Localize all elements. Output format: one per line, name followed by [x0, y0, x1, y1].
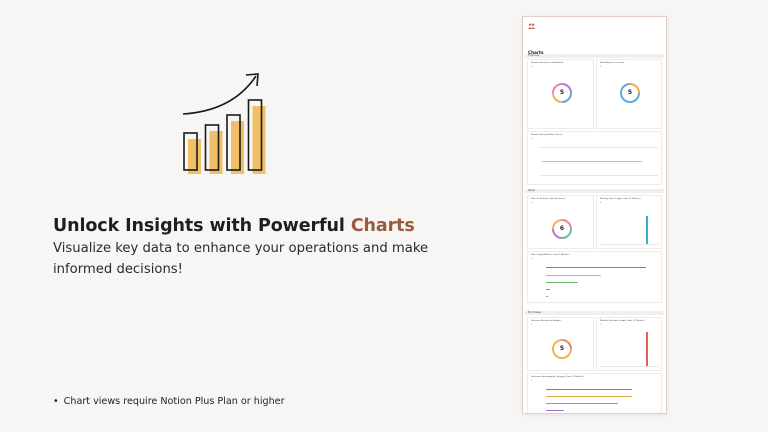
card-count: 5 — [531, 380, 533, 382]
donut-value: 5 — [559, 89, 565, 96]
card-title: Finance Record per Profitability — [531, 62, 564, 64]
footnote-text: Chart views require Notion Plus Plan or … — [63, 396, 285, 407]
section-sales: Sales — [525, 189, 664, 193]
card-purchase-budget[interactable]: Purchase Records by Budget 5 5 — [527, 317, 594, 371]
bar-chart-growth-icon — [182, 73, 266, 174]
donut-chart — [552, 83, 572, 103]
bar-series — [546, 275, 601, 277]
card-count: 6 — [531, 258, 533, 260]
bar-series — [546, 389, 632, 391]
illustration-bar-outline — [183, 132, 198, 171]
donut-chart — [620, 83, 640, 103]
illustration-bar-fill — [231, 121, 244, 174]
illustration-bar-outline — [204, 124, 220, 171]
illustration-bar-outline — [247, 99, 263, 171]
subheadline: Visualize key data to enhance your opera… — [53, 241, 429, 277]
section-purchases: Purchases — [525, 311, 664, 315]
donut-value: 5 — [559, 345, 565, 352]
bar-series — [546, 403, 618, 405]
column-bar — [646, 216, 648, 244]
card-purchase-spending[interactable]: Purchases Spending by Category (Last 12 … — [527, 373, 662, 413]
card-finance-profitability[interactable]: Finance Record per Profitability 5 5 — [527, 59, 594, 129]
card-finance-balance[interactable]: Finance Money Balance Sheet 5 — [527, 131, 662, 185]
growth-arrowhead — [245, 73, 259, 87]
illustration-bar-fill — [252, 106, 266, 174]
card-title: Bank/Finance Overview — [600, 62, 625, 64]
illustration-bar-outline — [226, 114, 241, 171]
x-axis — [601, 244, 659, 245]
card-title: Sales Lead Status (per Resource) — [531, 198, 566, 200]
illustration-bar-fill — [209, 131, 223, 174]
card-title: Sales Target/Achieve (Last 3 Months) — [531, 254, 570, 256]
dashboard-preview: Charts Add Insights Finances Finance Rec… — [522, 16, 667, 414]
card-count: 6 — [531, 202, 533, 204]
card-bank-overview[interactable]: Bank/Finance Overview 5 5 — [596, 59, 662, 129]
card-count: 6 — [600, 202, 602, 204]
gridline — [540, 175, 658, 176]
donut-value: 6 — [559, 225, 565, 232]
column-bar — [646, 332, 648, 366]
bar-series — [546, 410, 564, 412]
bar-series — [546, 282, 578, 284]
card-count: 5 — [600, 324, 602, 326]
growth-arrow-curve — [182, 75, 257, 115]
card-title: Monthly Sales Ledger (Last 12 Months) — [600, 198, 641, 200]
card-count: 5 — [600, 66, 602, 68]
headline-accent: Charts — [350, 216, 415, 236]
plan-footnote: • Chart views require Notion Plus Plan or… — [53, 396, 285, 407]
illustration-bar-fill — [188, 139, 201, 174]
card-count: 5 — [531, 138, 533, 140]
section-finances: Finances — [525, 54, 664, 58]
card-sales-target[interactable]: Sales Target/Achieve (Last 3 Months) 6 — [527, 251, 662, 303]
gridline — [540, 147, 658, 148]
bar-series — [546, 267, 646, 269]
card-title: Purchases Spending by Category (Last 12 … — [531, 376, 584, 378]
card-monthly-sales[interactable]: Monthly Sales Ledger (Last 12 Months) 6 — [596, 195, 662, 249]
footnote-bullet: • — [53, 396, 59, 407]
card-title: Purchase Records by Budget — [531, 320, 561, 322]
donut-chart — [552, 219, 572, 239]
card-title: Finance Money Balance Sheet — [531, 134, 563, 136]
donut-value: 5 — [627, 89, 633, 96]
card-count: 5 — [531, 324, 533, 326]
card-monthly-purchase[interactable]: Monthly Purchase Ledger (Last 12 Months)… — [596, 317, 662, 371]
bar-series — [546, 289, 550, 291]
bar-series — [546, 296, 548, 298]
card-sales-lead-status[interactable]: Sales Lead Status (per Resource) 6 6 — [527, 195, 594, 249]
donut-chart — [552, 339, 572, 359]
card-title: Monthly Purchase Ledger (Last 12 Months) — [600, 320, 645, 322]
people-icon — [528, 23, 535, 29]
line-series — [542, 161, 642, 163]
x-axis — [601, 366, 659, 367]
headline: Unlock Insights with Powerful Charts — [53, 216, 415, 236]
preview-title: Charts — [528, 50, 544, 55]
bar-series — [546, 396, 632, 398]
headline-prefix: Unlock Insights with Powerful — [53, 216, 351, 236]
card-count: 5 — [531, 66, 533, 68]
